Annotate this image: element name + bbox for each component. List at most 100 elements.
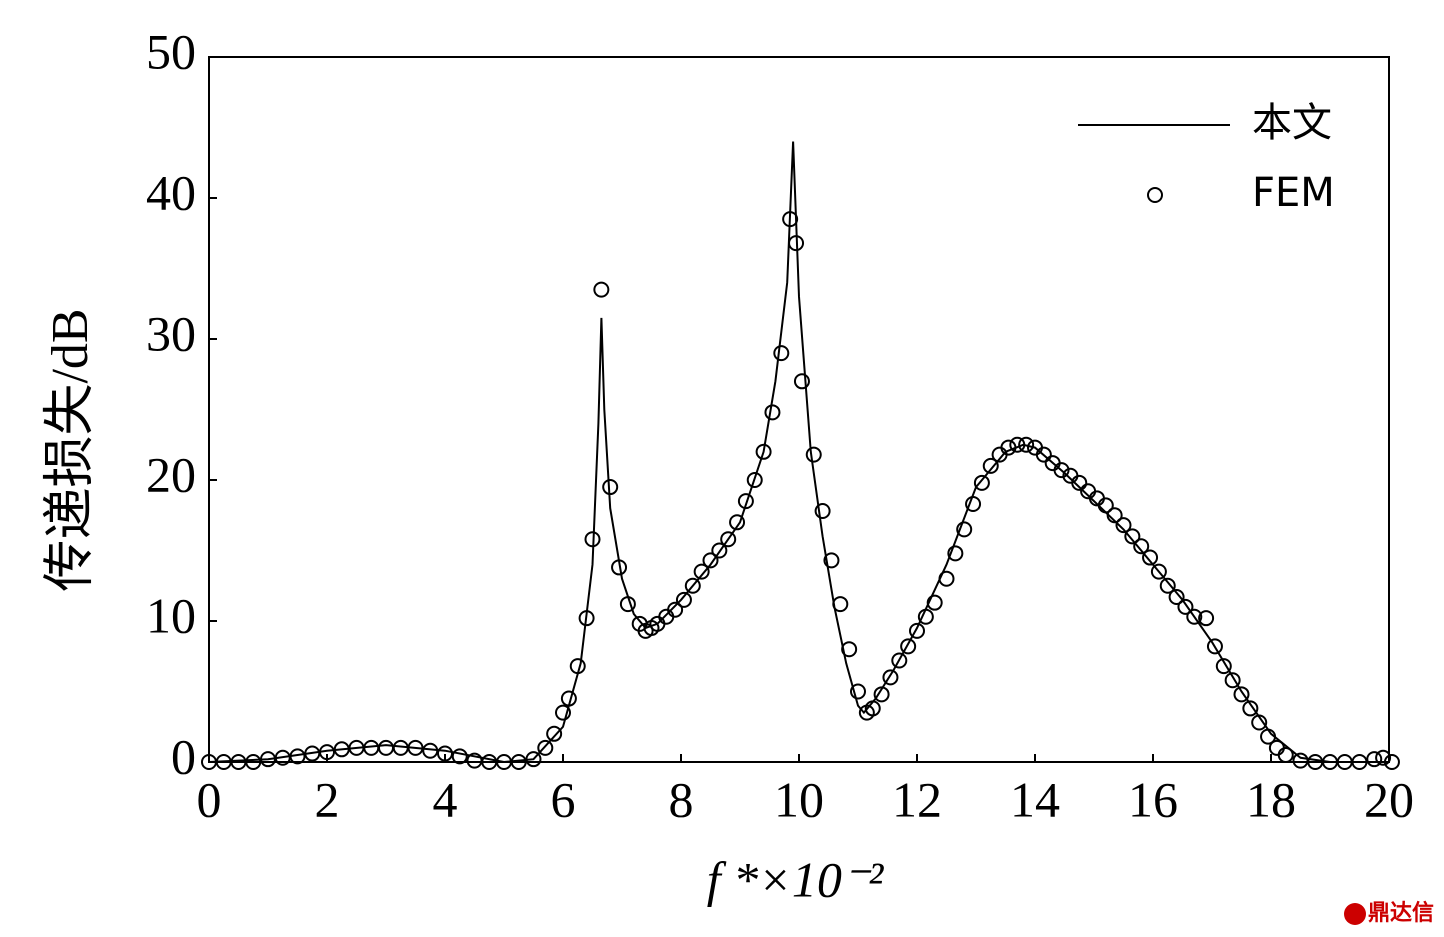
y-tick-label: 40 <box>146 164 196 220</box>
data-point <box>602 479 619 496</box>
data-point <box>720 531 737 548</box>
data-point <box>525 751 542 768</box>
y-tick-label: 30 <box>146 305 196 361</box>
data-point <box>693 563 710 580</box>
data-point <box>584 531 601 548</box>
data-point <box>569 658 586 675</box>
data-point <box>510 754 527 770</box>
data-point <box>938 570 955 587</box>
x-tick-label: 16 <box>1128 771 1178 827</box>
data-point <box>619 596 636 613</box>
data-point <box>973 474 990 491</box>
data-point <box>900 638 917 655</box>
data-point <box>746 472 763 488</box>
legend-label: FEM <box>1252 170 1335 216</box>
data-point <box>814 503 831 520</box>
data-point <box>702 552 719 569</box>
data-point <box>578 610 595 627</box>
data-point <box>729 514 746 531</box>
data-point <box>1133 538 1150 555</box>
data-point <box>1071 474 1088 491</box>
data-point <box>1000 439 1017 456</box>
data-point <box>422 742 439 759</box>
legend-marker <box>1147 187 1163 203</box>
data-point <box>1009 436 1026 453</box>
y-tick-label: 50 <box>146 23 196 79</box>
x-tick-label: 10 <box>774 771 824 827</box>
data-point <box>1035 446 1052 463</box>
data-point <box>882 669 899 686</box>
data-point <box>891 652 908 669</box>
data-point <box>1198 610 1215 627</box>
data-point <box>793 373 810 390</box>
data-point <box>675 591 692 608</box>
data-point <box>1115 517 1132 534</box>
data-point <box>537 739 554 756</box>
data-point <box>782 211 799 228</box>
data-point <box>764 404 781 421</box>
data-point <box>982 457 999 474</box>
data-point <box>319 744 335 761</box>
data-point <box>1053 462 1070 479</box>
legend-label: 本文 <box>1252 100 1332 146</box>
x-tick-label: 18 <box>1246 771 1296 827</box>
data-point <box>956 521 973 538</box>
data-point <box>1168 589 1185 606</box>
data-line <box>208 141 1389 764</box>
data-point <box>684 577 701 594</box>
data-point <box>873 686 890 703</box>
data-point <box>1186 608 1203 625</box>
data-point <box>546 725 563 742</box>
data-point <box>737 493 754 510</box>
data-point <box>841 641 858 658</box>
data-point <box>1277 746 1294 763</box>
data-point <box>1124 528 1141 545</box>
data-point <box>917 608 934 625</box>
data-point <box>1159 577 1176 594</box>
data-point <box>1177 598 1194 615</box>
data-point <box>1233 686 1250 703</box>
plot-frame <box>208 56 1390 763</box>
data-point <box>947 545 964 562</box>
data-point <box>1260 728 1277 745</box>
x-tick-label: 12 <box>892 771 942 827</box>
data-point <box>909 622 925 639</box>
y-axis-title: 传递损失/dB <box>42 308 99 591</box>
data-point <box>1375 749 1392 766</box>
data-point <box>667 601 684 618</box>
x-axis-title: f *×10⁻² <box>707 851 885 907</box>
x-tick-label: 14 <box>1010 771 1060 827</box>
data-point <box>1383 754 1400 770</box>
data-point <box>593 281 610 298</box>
data-point <box>658 608 675 625</box>
data-point <box>560 690 577 707</box>
x-tick-label: 2 <box>315 771 340 827</box>
y-tick-label: 20 <box>146 446 196 502</box>
data-point <box>850 683 866 700</box>
data-point <box>289 748 306 765</box>
watermark-logo <box>1344 903 1366 925</box>
data-point <box>1251 714 1268 731</box>
data-point <box>1150 563 1167 580</box>
data-point <box>245 754 262 770</box>
data-point <box>378 739 394 756</box>
data-point <box>451 748 468 765</box>
data-point <box>1292 752 1309 769</box>
data-point <box>1018 436 1035 453</box>
data-point <box>832 596 849 613</box>
data-point <box>407 739 424 756</box>
data-point <box>1142 549 1159 566</box>
x-tick-label: 6 <box>551 771 576 827</box>
data-point <box>711 542 728 559</box>
data-point <box>1224 672 1241 689</box>
data-point <box>1097 497 1114 514</box>
data-point <box>1206 638 1223 655</box>
x-tick-label: 20 <box>1364 771 1414 827</box>
data-point <box>788 235 805 252</box>
data-point <box>1268 739 1285 756</box>
x-tick-label: 4 <box>433 771 458 827</box>
y-tick-label: 0 <box>171 728 196 784</box>
data-point <box>755 443 772 460</box>
data-point <box>555 704 571 721</box>
